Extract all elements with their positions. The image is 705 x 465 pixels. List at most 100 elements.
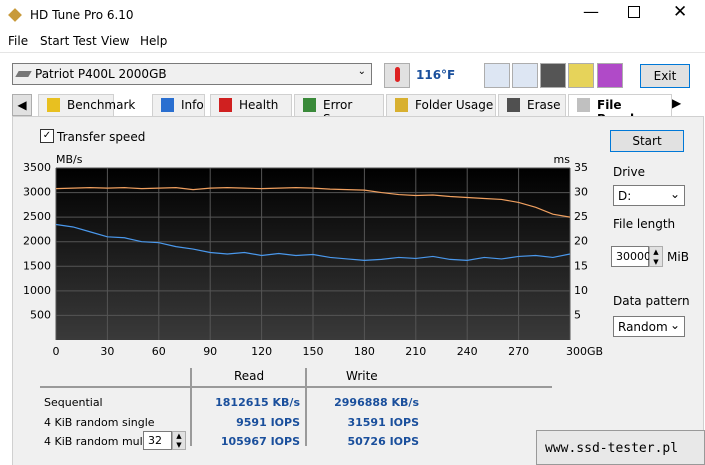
row-label: Sequential bbox=[44, 396, 103, 409]
drive-letter-select[interactable]: D: ⌄ bbox=[613, 185, 685, 206]
tab-icon bbox=[47, 98, 60, 112]
dropdown-arrow: ⌄ bbox=[357, 66, 366, 77]
table-divider bbox=[190, 368, 192, 446]
read-value: 9591 IOPS bbox=[236, 415, 300, 429]
y2-tick-label: 35 bbox=[574, 161, 588, 174]
tab-label: Health bbox=[239, 98, 279, 112]
tab-icon bbox=[219, 98, 232, 112]
queue-depth-input[interactable]: 32 bbox=[143, 431, 172, 450]
tab[interactable]: Erase bbox=[498, 94, 566, 116]
tab-icon bbox=[577, 98, 590, 112]
y-tick-label: 500 bbox=[30, 308, 51, 321]
exit-button[interactable]: Exit bbox=[640, 64, 690, 88]
tab-scroll-left[interactable]: ◀ bbox=[12, 94, 32, 116]
file-length-label: File length bbox=[613, 217, 676, 231]
queue-depth-spinner[interactable]: ▲ ▼ bbox=[172, 431, 186, 450]
tab-icon bbox=[395, 98, 408, 112]
save-button[interactable] bbox=[597, 63, 623, 88]
y-tick-label: 3500 bbox=[23, 161, 51, 174]
checkbox-label: Transfer speed bbox=[57, 130, 146, 144]
x-tick-label: 210 bbox=[405, 345, 426, 358]
tab-icon bbox=[303, 98, 316, 112]
drive-letter: D: bbox=[618, 189, 632, 203]
separator bbox=[0, 52, 705, 53]
tab-icon bbox=[507, 98, 520, 112]
y2-tick-label: 20 bbox=[574, 235, 588, 248]
column-header: Read bbox=[234, 369, 265, 383]
y2-axis-label: ms bbox=[554, 153, 571, 166]
x-tick-label: 300GB bbox=[566, 345, 603, 358]
row-label: 4 KiB random single bbox=[44, 415, 155, 429]
x-tick-label: 240 bbox=[457, 345, 478, 358]
file-length-unit: MiB bbox=[667, 250, 689, 264]
copy-button[interactable] bbox=[484, 63, 510, 88]
x-tick-label: 60 bbox=[152, 345, 166, 358]
screenshot-button[interactable] bbox=[540, 63, 566, 88]
write-value: 31591 IOPS bbox=[347, 415, 419, 429]
table-divider bbox=[305, 368, 307, 446]
x-tick-label: 30 bbox=[100, 345, 114, 358]
data-pattern: Random bbox=[618, 320, 668, 334]
y-axis-label: MB/s bbox=[56, 153, 83, 166]
y-tick-label: 3000 bbox=[23, 186, 51, 199]
y-tick-label: 2000 bbox=[23, 235, 51, 248]
file-length-input[interactable]: 30000 bbox=[611, 246, 651, 267]
copy-all-button[interactable] bbox=[512, 63, 538, 88]
tab-label: Benchmark bbox=[67, 98, 136, 112]
drive-name: Patriot P400L 2000GB bbox=[35, 67, 167, 81]
tab[interactable]: Folder Usage bbox=[386, 94, 496, 116]
menu-item[interactable]: Help bbox=[140, 34, 168, 48]
drive-select[interactable]: Patriot P400L 2000GB ⌄ bbox=[12, 63, 372, 85]
close-button[interactable]: ✕ bbox=[673, 2, 688, 22]
tab-label: Folder Usage bbox=[415, 98, 494, 112]
read-value: 105967 IOPS bbox=[220, 435, 300, 448]
file-length-spinner[interactable]: ▲ ▼ bbox=[649, 246, 663, 267]
x-tick-label: 0 bbox=[53, 345, 60, 358]
drive-label: Drive bbox=[613, 165, 645, 179]
tab-icon bbox=[161, 98, 174, 112]
start-button[interactable]: Start bbox=[610, 130, 684, 152]
menu-item[interactable]: View bbox=[101, 34, 130, 48]
y2-tick-label: 30 bbox=[574, 186, 588, 199]
column-header: Write bbox=[346, 369, 378, 383]
checkbox[interactable]: ✓ bbox=[40, 129, 54, 143]
options-button[interactable] bbox=[568, 63, 594, 88]
write-value: 50726 IOPS bbox=[347, 435, 419, 448]
x-tick-label: 90 bbox=[203, 345, 217, 358]
series-line bbox=[55, 187, 571, 218]
minimize-button[interactable]: — bbox=[583, 2, 599, 21]
tab-label: Info bbox=[181, 98, 204, 112]
watermark: www.ssd-tester.pl bbox=[536, 430, 705, 465]
series-line bbox=[55, 223, 571, 261]
y2-tick-label: 10 bbox=[574, 284, 588, 297]
menu-item[interactable]: Start Test bbox=[40, 34, 97, 48]
table-divider bbox=[40, 386, 552, 388]
y2-tick-label: 25 bbox=[574, 210, 588, 223]
x-tick-label: 270 bbox=[508, 345, 529, 358]
temperature-icon bbox=[384, 63, 410, 88]
y-tick-label: 1500 bbox=[23, 259, 51, 272]
y-tick-label: 2500 bbox=[23, 210, 51, 223]
x-tick-label: 120 bbox=[251, 345, 272, 358]
temperature: 116°F bbox=[416, 68, 456, 82]
menu-item[interactable]: File bbox=[8, 34, 29, 48]
window-title: HD Tune Pro 6.10 bbox=[30, 8, 134, 22]
y2-tick-label: 15 bbox=[574, 259, 588, 272]
maximize-button[interactable] bbox=[628, 6, 640, 18]
tab[interactable]: Health bbox=[210, 94, 292, 116]
y2-tick-label: 5 bbox=[574, 308, 581, 321]
x-tick-label: 150 bbox=[303, 345, 324, 358]
tab[interactable]: Info bbox=[152, 94, 205, 116]
data-pattern-select[interactable]: Random ⌄ bbox=[613, 316, 685, 337]
read-value: 1812615 KB/s bbox=[215, 396, 300, 409]
tab-label: Erase bbox=[527, 98, 561, 112]
tab-scroll-right[interactable]: ▶ bbox=[672, 96, 682, 110]
y-tick-label: 1000 bbox=[23, 284, 51, 297]
tab[interactable]: Benchmark bbox=[38, 94, 135, 116]
row-label: 4 KiB random multi bbox=[44, 435, 151, 448]
write-value: 2996888 KB/s bbox=[334, 396, 419, 409]
x-tick-label: 180 bbox=[354, 345, 375, 358]
data-pattern-label: Data pattern bbox=[613, 294, 690, 308]
